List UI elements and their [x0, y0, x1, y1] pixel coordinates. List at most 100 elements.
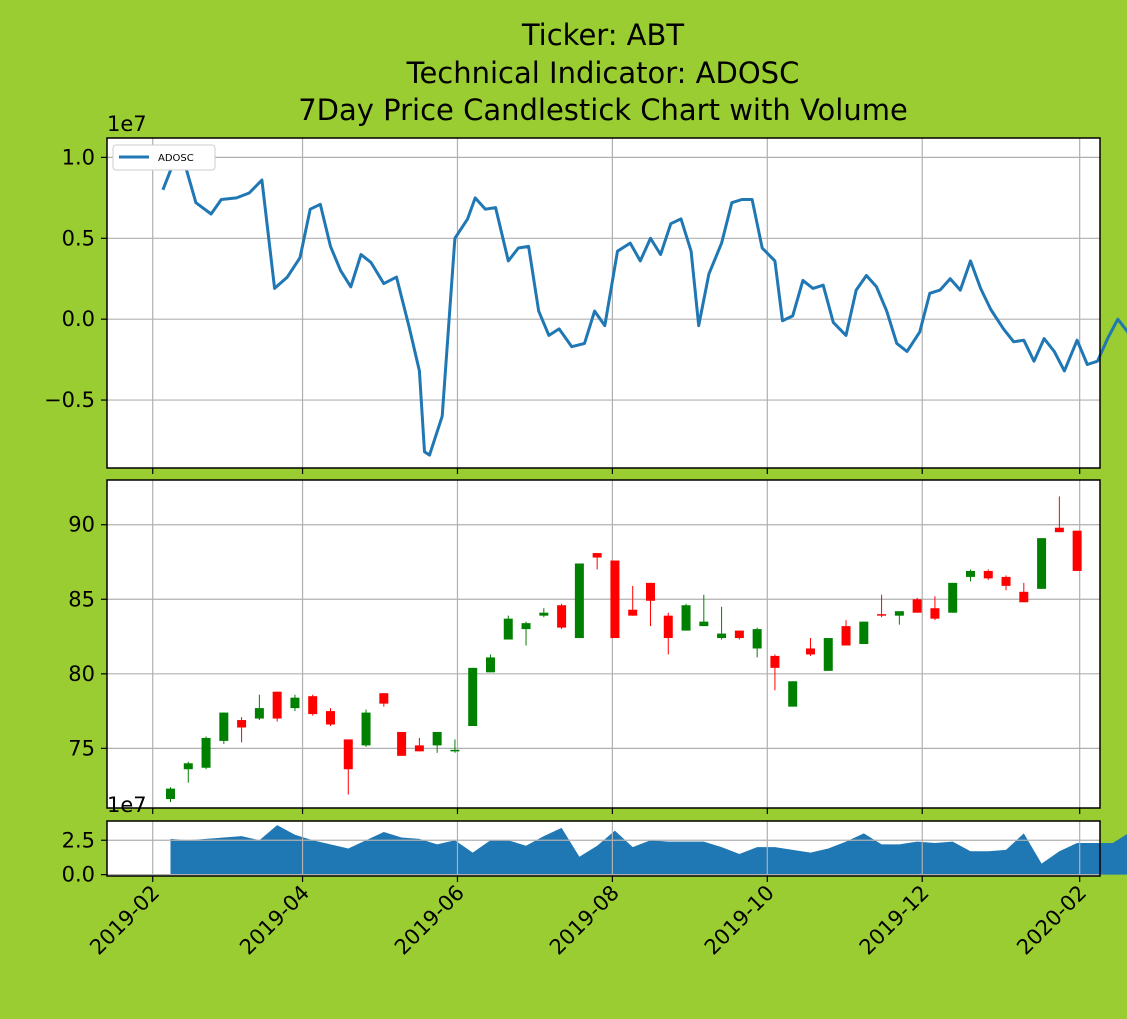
candle-body — [522, 623, 531, 629]
candle-body — [1019, 592, 1028, 602]
candle-body — [326, 711, 335, 724]
y-tick-label: 90 — [68, 513, 95, 537]
candle-body — [308, 696, 317, 714]
candle-body — [1002, 577, 1011, 586]
candle-body — [184, 763, 193, 769]
candle-body — [450, 750, 459, 752]
y-tick-label: 85 — [68, 587, 95, 611]
title-line-1: Ticker: ABT — [521, 18, 685, 52]
x-tick-label: 2019-10 — [700, 881, 779, 960]
candle-body — [290, 698, 299, 708]
candle-2019-11-08 — [859, 622, 868, 644]
y-tick-label: 2.5 — [62, 828, 95, 852]
candle-body — [202, 738, 211, 768]
candle-2019-03-01 — [219, 713, 228, 744]
x-tick-label: 2019-12 — [855, 881, 934, 960]
candle-body — [770, 656, 779, 668]
volume-x-ticks — [153, 876, 1080, 882]
candle-body — [788, 681, 797, 706]
candle-body — [273, 692, 282, 719]
candle-body — [877, 614, 886, 616]
candle-2019-03-22 — [273, 692, 282, 722]
candle-2019-06-07 — [468, 668, 477, 726]
candle-body — [433, 732, 442, 745]
candle-body — [859, 622, 868, 644]
candle-body — [664, 616, 673, 638]
candle-body — [610, 561, 619, 639]
candle-body — [842, 626, 851, 645]
candle-body — [1073, 531, 1082, 571]
chart-title: Ticker: ABT Technical Indicator: ADOSC 7… — [298, 18, 908, 127]
candle-2019-04-05 — [308, 695, 317, 716]
candle-body — [966, 571, 975, 577]
candle-body — [397, 732, 406, 756]
price-panel-background — [107, 480, 1100, 808]
candle-2019-07-19 — [575, 563, 584, 638]
candle-2019-06-21 — [504, 616, 513, 640]
candle-body — [219, 713, 228, 741]
title-line-2: Technical Indicator: ADOSC — [406, 56, 800, 90]
y-tick-label: 80 — [68, 662, 95, 686]
candle-body — [468, 668, 477, 726]
candle-body — [895, 611, 904, 615]
indicator-y-ticks: 1.00.50.0−0.5 — [44, 145, 107, 412]
x-tick-label: 2019-08 — [545, 881, 624, 960]
x-tick-label: 2019-02 — [85, 881, 164, 960]
candle-body — [1037, 538, 1046, 589]
candle-body — [557, 605, 566, 627]
title-line-3: 7Day Price Candlestick Chart with Volume — [298, 93, 908, 127]
candle-body — [824, 638, 833, 671]
candle-body — [593, 553, 602, 557]
candle-2019-11-29 — [913, 598, 922, 613]
candle-2019-02-22 — [202, 736, 211, 769]
indicator-x-ticks — [153, 468, 1080, 474]
price-panel: 75 80 85 90 — [68, 480, 1100, 814]
volume-y-ticks: 2.50.0 — [62, 828, 107, 886]
volume-offset-label: 1e7 — [107, 793, 147, 817]
candle-body — [1055, 528, 1064, 532]
candle-2019-07-12 — [557, 604, 566, 629]
candle-body — [930, 608, 939, 618]
candle-body — [735, 631, 744, 638]
y-tick-label: −0.5 — [44, 388, 95, 412]
candle-body — [344, 739, 353, 769]
candle-2019-04-26 — [362, 710, 371, 747]
candle-body — [362, 713, 371, 746]
candle-body — [415, 745, 424, 751]
candle-body — [255, 708, 264, 718]
x-tick-label: 2019-04 — [235, 881, 314, 960]
candle-2019-08-02 — [610, 561, 619, 639]
candle-2019-12-13 — [948, 583, 957, 613]
candle-2020-01-31 — [1073, 531, 1082, 571]
candle-body — [913, 599, 922, 612]
y-tick-label: 75 — [68, 736, 95, 760]
candle-2019-10-25 — [824, 638, 833, 671]
y-tick-label: 0.0 — [62, 863, 95, 887]
x-tick-label: 2020-02 — [1012, 881, 1091, 960]
x-tick-label: 2019-06 — [390, 881, 469, 960]
price-x-ticks — [153, 808, 1080, 814]
legend: ADOSC — [113, 145, 215, 170]
candle-body — [753, 629, 762, 648]
candle-body — [237, 720, 246, 727]
indicator-panel: 1.0 0.5 0.0 −0.5 1e7 ADOSC — [44, 112, 1127, 474]
candle-body — [717, 634, 726, 638]
indicator-offset-label: 1e7 — [107, 112, 147, 136]
legend-label: ADOSC — [158, 153, 194, 164]
candle-body — [504, 619, 513, 640]
candle-body — [379, 693, 388, 703]
candle-2019-10-11 — [788, 681, 797, 706]
y-tick-label: 1.0 — [62, 145, 95, 169]
candle-body — [166, 789, 175, 799]
candle-body — [699, 622, 708, 626]
candle-2019-12-27 — [984, 569, 993, 579]
candle-2019-05-10 — [397, 732, 406, 756]
candle-body — [486, 657, 495, 672]
candle-body — [984, 571, 993, 578]
candle-body — [806, 648, 815, 654]
candle-2020-01-17 — [1037, 538, 1046, 589]
candle-2019-08-30 — [682, 604, 691, 631]
candle-body — [628, 610, 637, 616]
candle-body — [646, 583, 655, 601]
